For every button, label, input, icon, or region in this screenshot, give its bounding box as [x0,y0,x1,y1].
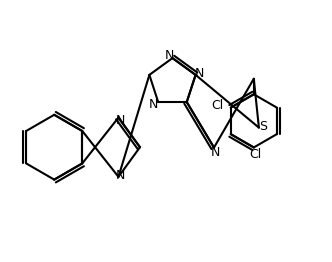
Text: N: N [149,98,158,111]
Text: N: N [116,169,125,182]
Text: S: S [259,120,267,133]
Text: N: N [165,49,174,62]
Text: N: N [195,67,204,80]
Text: N: N [210,146,220,159]
Text: Cl: Cl [212,100,224,112]
Text: N: N [116,114,125,127]
Text: Cl: Cl [249,148,262,161]
